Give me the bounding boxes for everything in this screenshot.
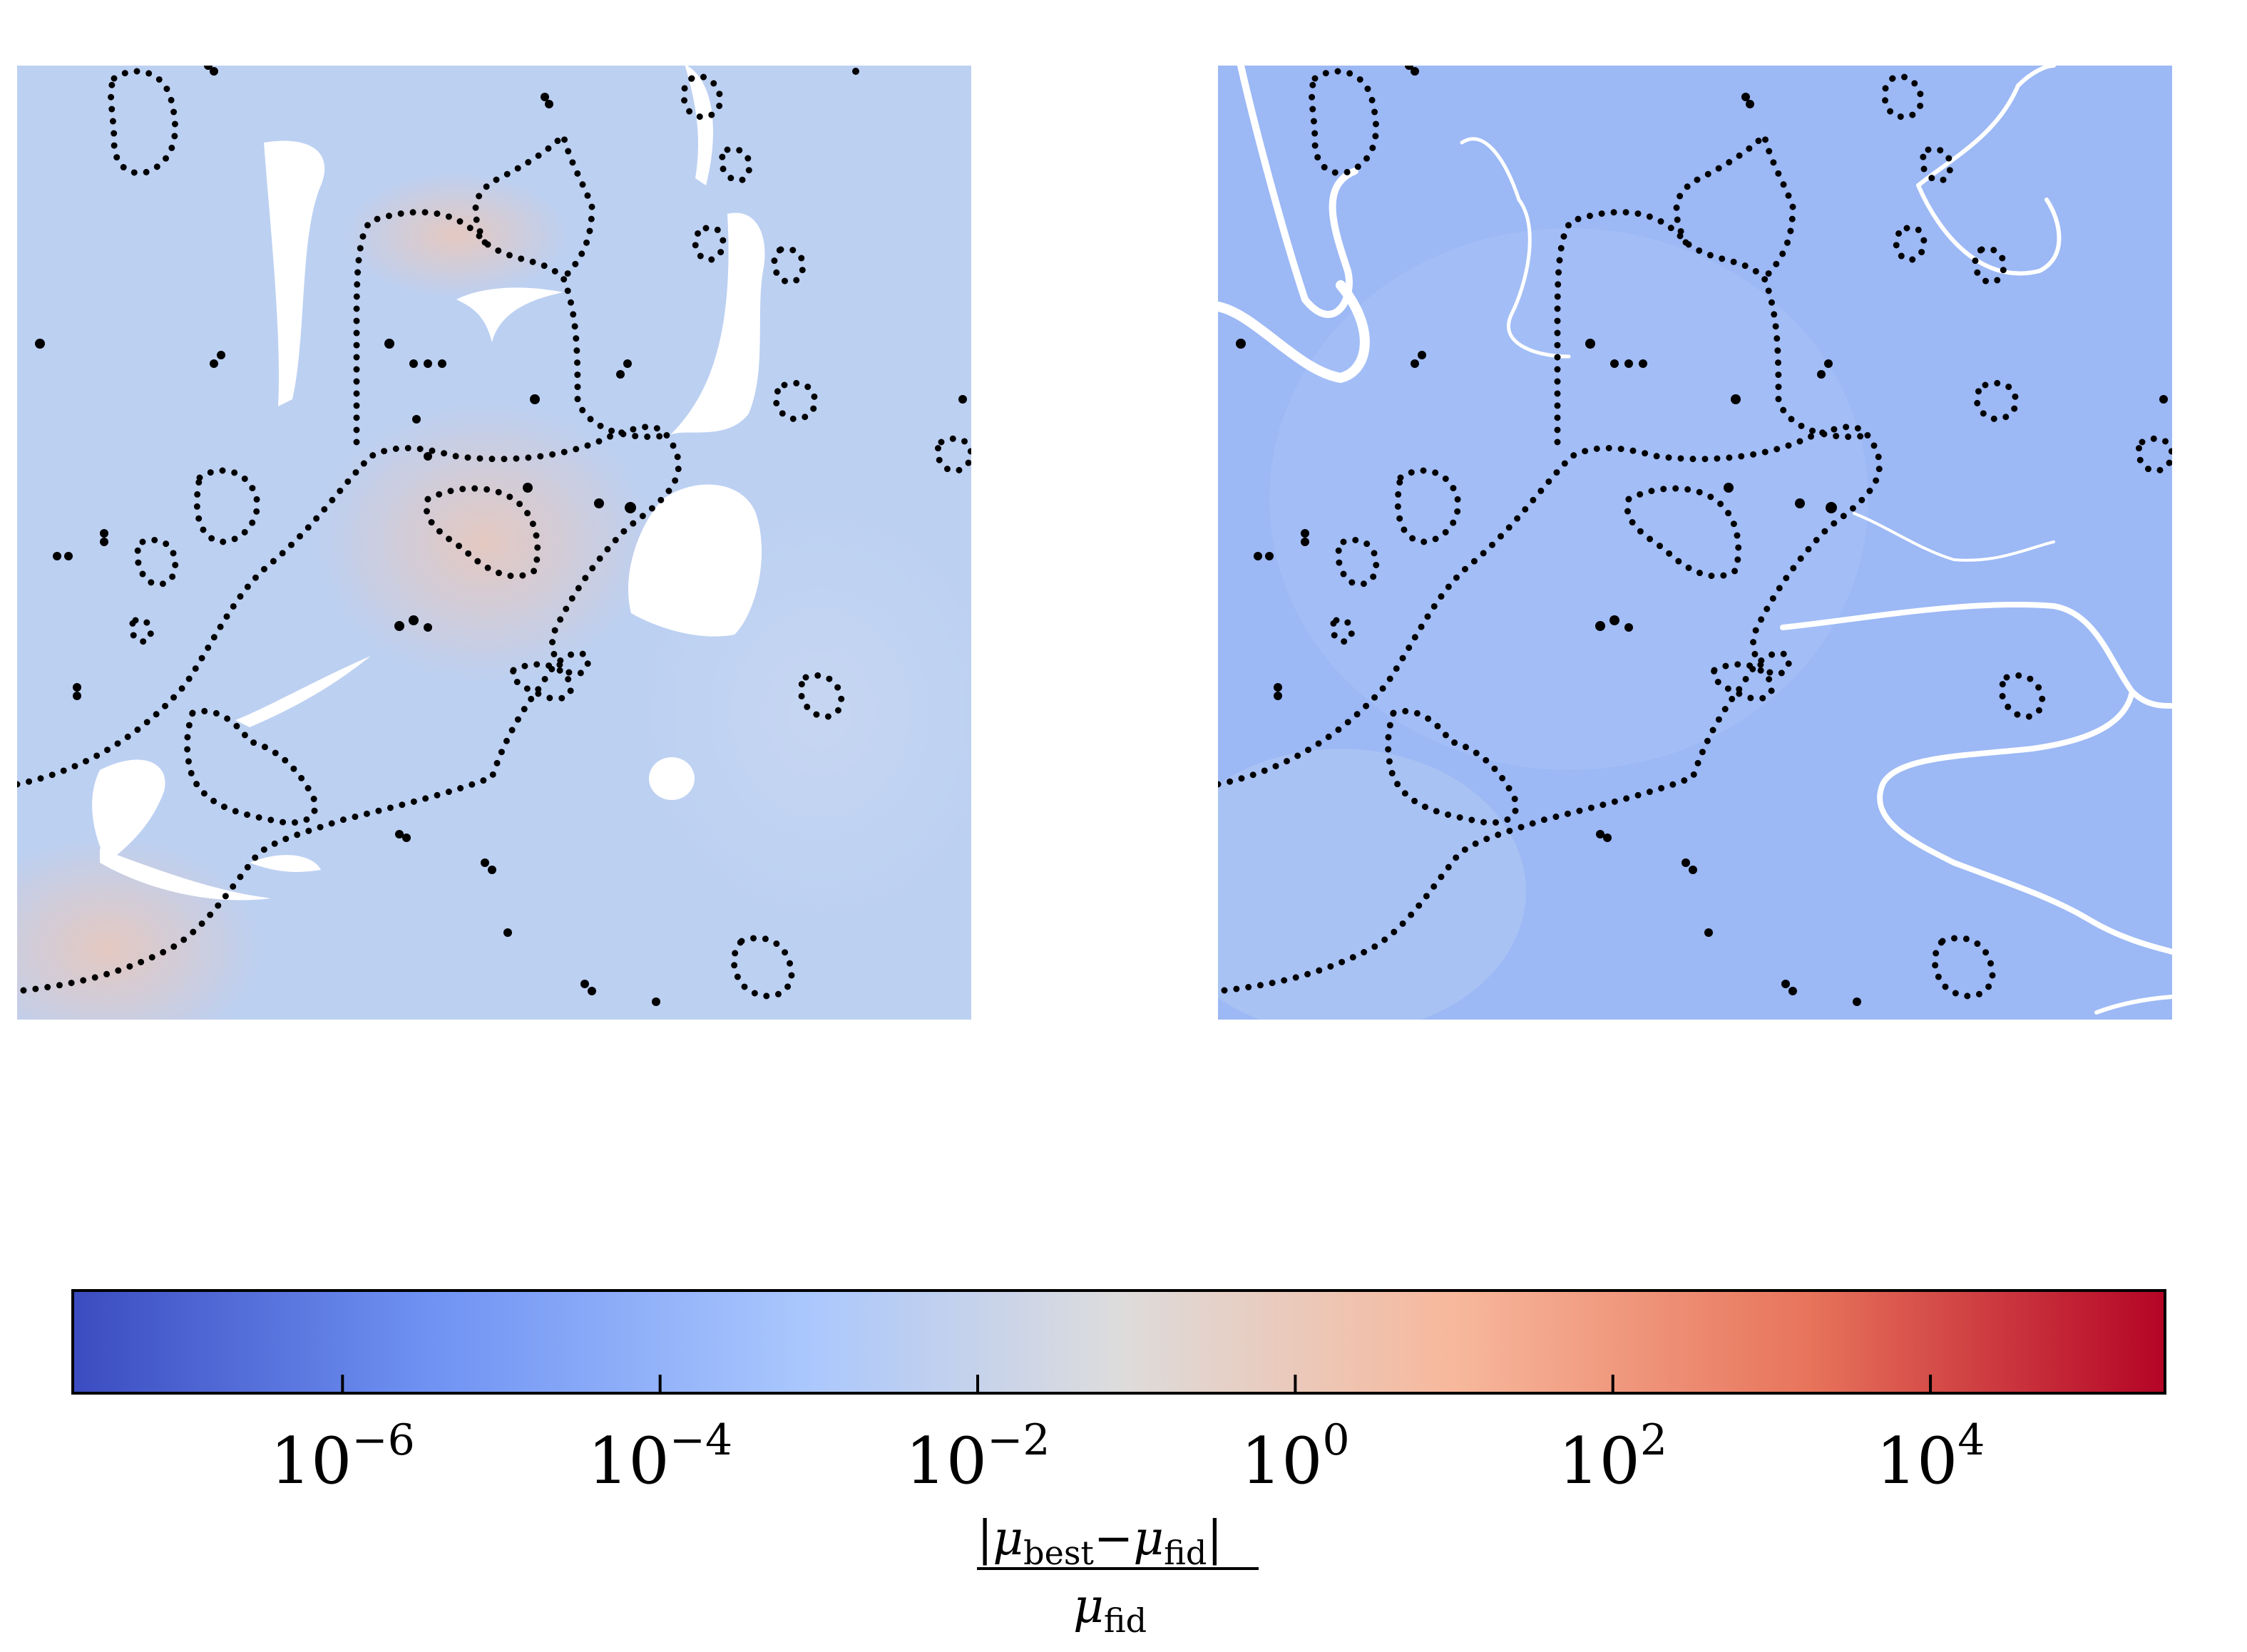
critical-curve [1624,485,1742,580]
critical-curve [1335,536,1380,588]
white-ridge [1853,512,2055,562]
white-region [235,656,371,727]
critical-curves [17,68,971,1000]
critical-curve [128,616,154,645]
colorbar-label: |μbest−μfid| μfid [977,1511,1259,1640]
white-ridge [1780,601,2172,709]
white-region [100,848,271,901]
warm-region [342,171,570,299]
white-ridge-lines [1218,66,2172,1015]
white-region [685,66,713,185]
critical-curve [1998,672,2046,720]
white-ridge [1460,137,1571,359]
white-region [649,757,695,800]
critical-curve [423,485,541,580]
colorbar-ticks: 10−6 10−4 10−2 100 102 104 [270,1375,1985,1499]
tick-base: 10 [1241,1424,1323,1499]
critical-curve [771,245,807,286]
tick-exponent: −4 [670,1415,732,1465]
critical-curve [1329,616,1355,645]
colorbar-tick-label: 102 [1558,1415,1667,1499]
critical-curve [108,68,179,177]
pale-region [1218,749,1526,1020]
critical-curve [692,224,727,263]
heatmap-panel-left [17,66,971,1020]
colorbar-tick-label: 100 [1241,1415,1350,1499]
white-ridge [2094,995,2172,1015]
white-region [670,212,765,435]
colorbar-tick-label: 104 [1876,1415,1985,1499]
critical-curve [1972,245,2007,286]
critical-curve [1893,224,1928,263]
critical-curve [1919,145,1954,184]
critical-curve [680,73,724,120]
critical-curve [797,672,845,720]
subscript-fid: fid [1104,1601,1147,1640]
tick-base: 10 [1558,1424,1640,1499]
critical-curve [2135,435,2172,474]
svg-text:μfid: μfid [1073,1579,1147,1640]
white-region [456,287,563,342]
isolated-dots [1236,66,2168,1006]
abs-open: | [977,1511,993,1566]
tick-exponent: 2 [1640,1415,1667,1465]
critical-curve [1554,209,1875,446]
warm-region [17,834,264,1020]
tick-base: 10 [588,1424,670,1499]
critical-curve [718,145,753,184]
white-ridge [1916,66,2056,188]
tick-base: 10 [906,1424,988,1499]
warm-region [314,399,656,684]
critical-curve [1881,73,1925,120]
critical-curve [1931,935,1996,1000]
mu-symbol: μ [1133,1511,1164,1566]
critical-curve [353,209,674,446]
tick-exponent: −2 [987,1415,1050,1465]
heatmap-panel-right [1218,66,2172,1020]
tick-exponent: 0 [1323,1415,1350,1465]
white-ridge [1218,280,1370,384]
colorbar-tick-label: 10−4 [588,1415,732,1499]
svg-text:|μbest−μfid|: |μbest−μfid| [977,1511,1223,1572]
abs-close: | [1207,1511,1222,1566]
critical-curve [1973,379,2020,423]
white-region [250,855,321,872]
white-ridge [1877,689,2172,955]
tick-base: 10 [1876,1424,1958,1499]
critical-curve [1309,68,1380,177]
mu-symbol: μ [1073,1579,1104,1633]
colorbar-tick-label: 10−2 [906,1415,1050,1499]
tick-base: 10 [270,1424,352,1499]
critical-curve [772,379,819,423]
critical-curve [730,935,795,1000]
colorbar-tick-label: 10−6 [270,1415,415,1499]
minus-sign: − [1094,1511,1133,1566]
critical-curve [17,424,682,995]
critical-curve [1394,467,1462,545]
critical-curve [184,707,319,826]
critical-curve [1385,707,1520,826]
white-ridge [1916,183,2062,276]
critical-curves [1218,68,2172,1000]
critical-curve [134,536,179,588]
white-region [628,484,762,637]
subscript-fid: fid [1164,1534,1207,1572]
tick-exponent: 4 [1957,1415,1985,1465]
subscript-best: best [1023,1534,1094,1572]
white-region [92,759,165,863]
isolated-dots [35,66,967,1006]
colorbar-fill [71,1289,2166,1395]
critical-curve [472,129,595,282]
white-ridge [1237,66,1358,318]
critical-curve [1218,424,1883,995]
critical-curve [934,435,971,474]
mu-symbol: μ [993,1511,1023,1566]
colorbar: 10−6 10−4 10−2 100 102 104 |μbest−μfid| μfid [71,1289,2166,1640]
critical-curve [1673,129,1796,282]
white-region [264,140,325,406]
tick-exponent: −6 [352,1415,414,1465]
critical-curve [193,467,261,545]
